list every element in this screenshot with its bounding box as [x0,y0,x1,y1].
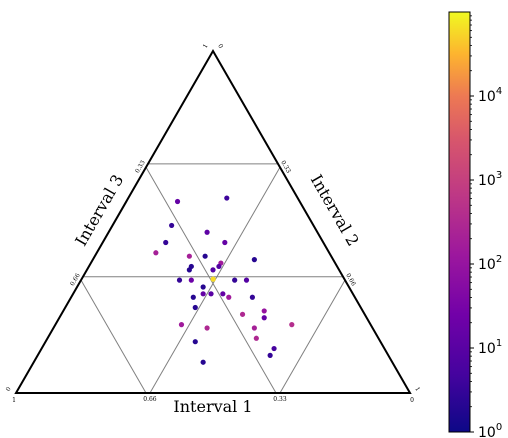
data-point [186,267,192,273]
data-point [192,304,198,311]
data-point [153,250,159,256]
data-point [232,277,238,283]
data-point [271,345,277,352]
data-point [208,291,214,297]
colorbar-tick-label: 102 [478,254,502,273]
gridline [279,279,346,394]
triangle-frame [14,48,412,394]
colorbar-tick-label: 100 [478,422,502,438]
colorbar-tick-label: 103 [478,170,502,189]
corner-label: 1 [413,386,421,393]
data-point [210,276,216,282]
data-point [200,359,206,365]
data-point [186,253,192,259]
data-point [176,277,183,283]
data-point [226,294,232,300]
tick-label-interval-3: 0.33 [134,159,147,174]
tick-label-interval-1: 0.66 [143,396,157,403]
corner-label: 1 [202,43,210,50]
data-point [220,291,226,297]
corner-label: 0 [5,386,13,393]
data-point [267,352,273,358]
tick-label-interval-1: 0.33 [273,396,287,403]
data-point [261,308,267,314]
data-point [253,335,259,341]
data-point [216,263,222,270]
colorbar: 100 101 102 103 104 [448,11,502,438]
data-points [153,195,295,365]
data-point [178,322,185,328]
tick-label-interval-3: 0.66 [69,272,82,287]
gridline [80,279,147,394]
colorbar-gradient [448,11,471,433]
data-point [289,322,295,328]
data-point [222,239,228,246]
data-point [200,284,206,290]
data-point [224,195,230,201]
data-point [188,277,194,283]
tick-label-interval-2: 0.33 [279,159,292,174]
data-point [200,291,206,297]
colorbar-ticks: 100 101 102 103 104 [470,15,502,438]
data-point [190,294,196,300]
corner-label: 0 [410,397,414,404]
data-point [204,325,210,331]
data-point [261,315,267,321]
corner-label: 0 [216,43,224,50]
data-point [251,257,257,263]
data-point [192,339,198,345]
data-point [204,229,210,235]
data-point [163,239,169,246]
colorbar-tick-label: 104 [478,86,502,105]
data-point [251,325,257,331]
data-point [174,198,181,205]
data-point [202,253,208,259]
data-point [169,222,175,229]
colorbar-tick-label: 101 [478,338,502,357]
tick-label-interval-2: 0.66 [344,272,357,287]
data-point [243,277,250,283]
data-point [239,311,246,317]
data-point [249,294,255,300]
corner-label: 1 [12,397,16,404]
data-point [210,267,216,273]
axis-label-interval-3: Interval 3 [71,171,127,249]
axis-label-interval-2: Interval 2 [307,171,363,249]
axis-label-interval-1: Interval 1 [173,397,252,416]
